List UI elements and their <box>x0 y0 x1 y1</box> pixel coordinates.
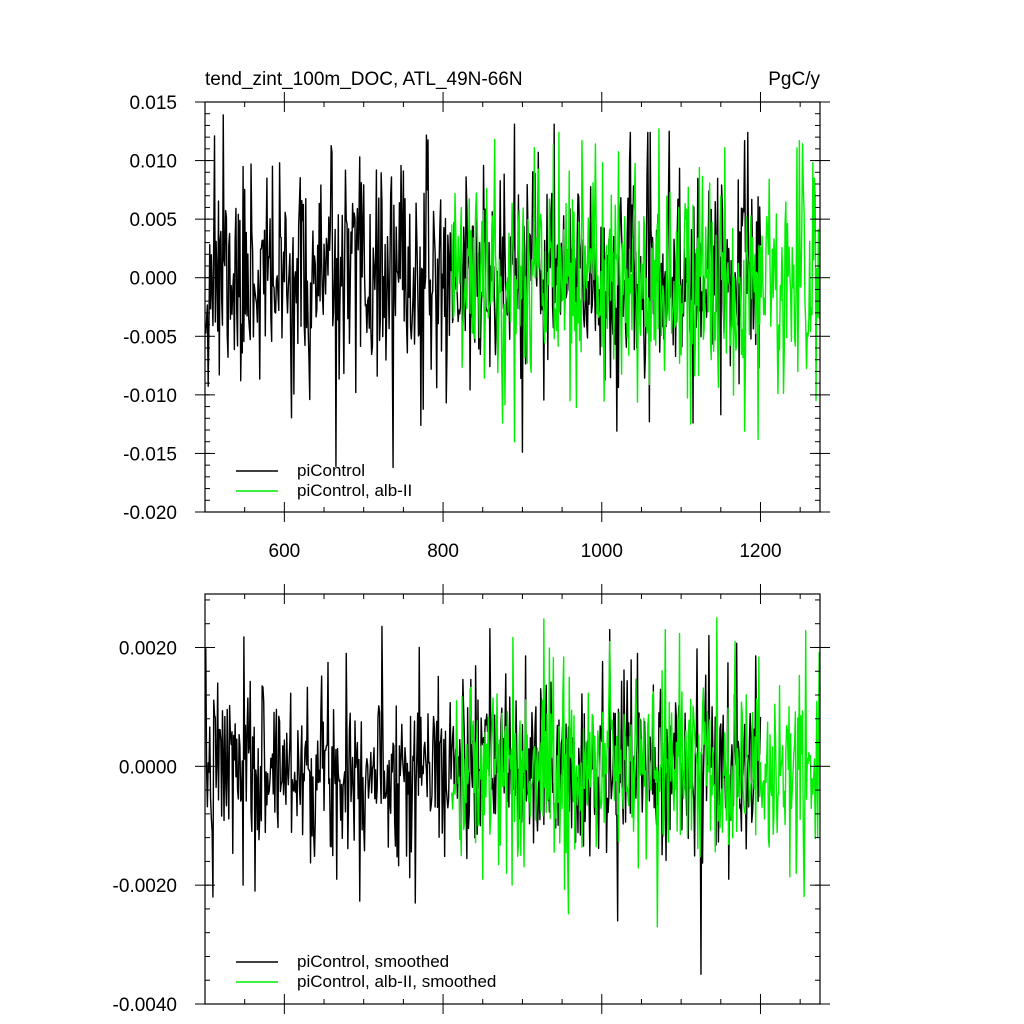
x-tick-label: 1200 <box>739 541 781 562</box>
y-tick-label: 0.005 <box>129 210 177 231</box>
y-tick-label: 0.015 <box>129 93 177 114</box>
top-plot-area <box>205 114 821 469</box>
bottom-axes: 0.0020 0.0000 -0.0020 -0.0040 <box>113 584 830 1016</box>
top-legend: piControl piControl, alb-II <box>236 461 412 500</box>
y-tick-label: -0.0020 <box>113 876 177 897</box>
legend-label-piControl-alb-II-smoothed: piControl, alb-II, smoothed <box>297 972 496 991</box>
y-tick-label: 0.0020 <box>119 638 177 659</box>
bottom-plot-frame <box>204 593 821 1005</box>
series-line-picontrol-alb-ii-smoothed <box>451 617 821 928</box>
y-tick-label: 0.0000 <box>119 757 177 778</box>
bottom-plot-area <box>205 617 821 975</box>
y-tick-label: -0.010 <box>123 386 177 407</box>
x-tick-label: 800 <box>427 541 459 562</box>
y-tick-label: 0.010 <box>129 152 177 173</box>
legend-label-piControl-smoothed: piControl, smoothed <box>297 952 449 971</box>
bottom-legend: piControl, smoothed piControl, alb-II, s… <box>236 952 496 991</box>
legend-label-piControl-alb-II: piControl, alb-II <box>297 481 412 500</box>
x-tick-label: 1000 <box>581 541 623 562</box>
top-title-left: tend_zint_100m_DOC, ATL_49N-66N <box>205 69 523 90</box>
top-title-right: PgC/y <box>768 69 820 90</box>
y-tick-label: -0.020 <box>123 503 177 524</box>
top-plot-frame <box>204 101 821 513</box>
series-line-picontrol-alb-ii <box>451 128 821 443</box>
y-tick-label: -0.0040 <box>113 995 177 1016</box>
y-tick-label: -0.005 <box>123 327 177 348</box>
top-panel: tend_zint_100m_DOC, ATL_49N-66N PgC/y 60… <box>123 69 830 562</box>
legend-label-piControl: piControl <box>297 461 365 480</box>
series-line-picontrol-smoothed <box>205 625 762 975</box>
y-tick-label: 0.000 <box>129 269 177 290</box>
top-axes: 600 800 1000 1200 0.015 0.010 0.005 0.000 -0.005… <box>123 92 830 562</box>
x-tick-label: 600 <box>269 541 301 562</box>
bottom-panel: 0.0020 0.0000 -0.0020 -0.0040 piControl, sm… <box>113 584 830 1016</box>
y-tick-label: -0.015 <box>123 444 177 465</box>
